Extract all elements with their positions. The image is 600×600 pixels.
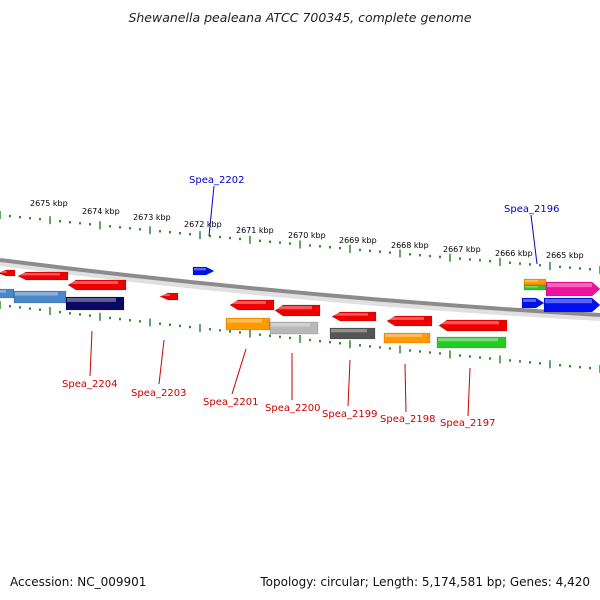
inner-tick-track xyxy=(0,301,600,373)
gene-label-spea-2203[interactable]: Spea_2203 xyxy=(131,388,186,399)
gene-highlight xyxy=(523,299,536,302)
backbone-shadow xyxy=(0,260,600,321)
gene-highlight xyxy=(19,273,60,276)
gene-label-spea-2202[interactable]: Spea_2202 xyxy=(189,175,244,186)
gene-highlight xyxy=(0,290,6,293)
scale-label: 2668 kbp xyxy=(391,241,429,250)
gene-box[interactable] xyxy=(523,278,547,286)
gene-highlight xyxy=(333,313,368,316)
gene-label-spea-2200[interactable]: Spea_2200 xyxy=(265,403,320,414)
gene-highlight xyxy=(227,319,262,323)
label-leader-line xyxy=(530,214,538,265)
scale-label: 2672 kbp xyxy=(184,220,222,229)
gene-arrow[interactable] xyxy=(545,281,600,297)
gene-highlight xyxy=(276,306,312,310)
gene-features xyxy=(0,266,600,349)
gene-box[interactable] xyxy=(65,296,125,311)
gene-highlight xyxy=(525,286,538,288)
label-leaders xyxy=(89,185,538,417)
gene-highlight xyxy=(438,338,498,342)
gene-arrow[interactable] xyxy=(521,297,545,309)
backbone xyxy=(0,258,600,317)
accession-text: Accession: NC_009901 xyxy=(10,575,147,589)
gene-box[interactable] xyxy=(269,321,319,335)
gene-arrow[interactable] xyxy=(159,292,179,301)
label-leader-line xyxy=(347,359,351,407)
gene-label-spea-2198[interactable]: Spea_2198 xyxy=(380,414,435,425)
gene-highlight xyxy=(547,283,592,288)
scale-label: 2671 kbp xyxy=(236,226,274,235)
label-leader-line xyxy=(208,185,215,237)
gene-highlight xyxy=(15,292,58,296)
scale-label: 2665 kbp xyxy=(546,251,584,260)
gene-label-spea-2197[interactable]: Spea_2197 xyxy=(440,418,495,429)
gene-highlight xyxy=(161,294,170,297)
gene-highlight xyxy=(525,280,538,282)
label-leader-line xyxy=(89,330,93,377)
scale-label: 2666 kbp xyxy=(495,249,533,258)
gene-arrow[interactable] xyxy=(386,315,433,327)
gene-arrow[interactable] xyxy=(543,297,600,313)
gene-arrow[interactable] xyxy=(17,271,69,281)
gene-highlight xyxy=(67,298,116,302)
gene-arrow[interactable] xyxy=(438,319,508,332)
gene-highlight xyxy=(194,268,206,271)
label-leader-line xyxy=(231,348,247,395)
scale-label: 2669 kbp xyxy=(339,236,377,245)
gene-label-spea-2199[interactable]: Spea_2199 xyxy=(322,409,377,420)
gene-box[interactable] xyxy=(436,336,507,349)
gene-label-spea-2201[interactable]: Spea_2201 xyxy=(203,397,258,408)
gene-highlight xyxy=(385,334,422,337)
gene-highlight xyxy=(331,329,367,333)
gene-highlight xyxy=(388,317,424,320)
gene-highlight xyxy=(231,301,266,304)
gene-arrow[interactable] xyxy=(331,311,377,322)
gene-arrow[interactable] xyxy=(229,299,275,311)
label-leader-line xyxy=(404,363,407,413)
map-title: Shewanella pealeana ATCC 700345, complet… xyxy=(128,10,472,25)
outer-tick-track xyxy=(0,211,600,274)
gene-label-spea-2196[interactable]: Spea_2196 xyxy=(504,204,559,215)
gene-label-spea-2204[interactable]: Spea_2204 xyxy=(62,379,117,390)
gene-box[interactable] xyxy=(383,332,431,344)
gene-arrow[interactable] xyxy=(274,304,321,317)
gene-highlight xyxy=(0,271,7,273)
scale-label: 2670 kbp xyxy=(288,231,326,240)
scale-label: 2675 kbp xyxy=(30,199,68,208)
gene-box[interactable] xyxy=(329,327,376,340)
label-leader-line xyxy=(158,339,165,385)
gene-arrow[interactable] xyxy=(67,279,127,291)
gene-arrow[interactable] xyxy=(0,269,16,277)
label-leader-line xyxy=(467,367,471,417)
gene-highlight xyxy=(69,281,118,284)
scale-label: 2667 kbp xyxy=(443,245,481,254)
gene-highlight xyxy=(271,323,310,327)
gene-arrow[interactable] xyxy=(192,266,215,276)
scale-label: 2673 kbp xyxy=(133,213,171,222)
gene-highlight xyxy=(545,299,592,304)
scale-label: 2674 kbp xyxy=(82,207,120,216)
genome-summary-text: Topology: circular; Length: 5,174,581 bp… xyxy=(260,575,590,589)
gene-highlight xyxy=(440,321,499,325)
